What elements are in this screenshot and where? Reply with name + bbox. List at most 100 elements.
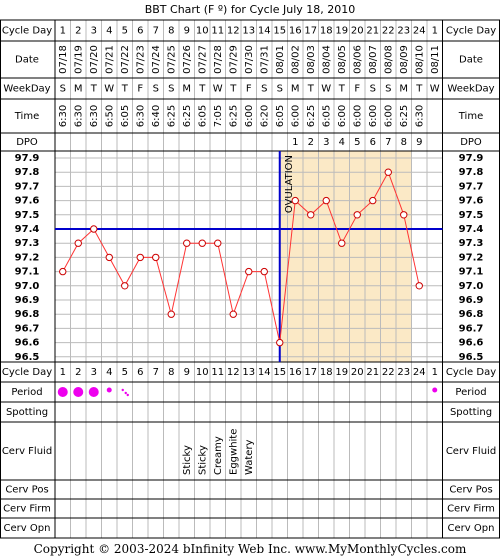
time-cell: 6:25	[228, 105, 239, 127]
cycle-day-cell: 3	[91, 26, 97, 37]
date-label-left: Date	[15, 55, 39, 66]
temp-scale-label-right: 97.1	[459, 267, 484, 278]
temp-scale-label-right: 96.8	[459, 309, 484, 320]
cycle-day-cell-bottom: 20	[351, 367, 364, 378]
cycle-day-cell: 6	[137, 26, 143, 37]
time-cell: 6:00	[368, 105, 379, 127]
date-cell: 07/30	[244, 45, 255, 74]
date-cell: 07/20	[89, 45, 100, 74]
dpo-label-left: DPO	[16, 137, 38, 148]
cycle-day-cell-bottom: 21	[366, 367, 379, 378]
date-cell: 07/29	[228, 45, 239, 74]
weekday-cell: T	[90, 84, 98, 95]
period-medium-dot	[106, 387, 112, 393]
date-cell: 08/08	[383, 45, 394, 74]
cycle-day-cell-bottom: 15	[273, 367, 286, 378]
cycle-day-cell-bottom: 5	[122, 367, 128, 378]
weekday-label-right: WeekDay	[447, 84, 494, 95]
temperature-point	[353, 211, 361, 219]
date-cell: 08/10	[414, 45, 425, 74]
cycle-day-cell: 15	[273, 26, 286, 37]
cycle-day-cell-bottom: 17	[304, 367, 317, 378]
ovulation-label: OVULATION	[284, 155, 295, 213]
weekday-cell: T	[307, 84, 315, 95]
date-cell: 07/31	[259, 45, 270, 74]
weekday-cell: T	[415, 84, 423, 95]
time-cell: 6:00	[337, 105, 348, 127]
cycle-day-cell-bottom: 23	[397, 367, 410, 378]
time-cell: 6:25	[182, 105, 193, 127]
date-cell: 08/04	[321, 45, 332, 74]
time-cell: 6:25	[399, 105, 410, 127]
cycle-day-cell: 22	[382, 26, 395, 37]
weekday-cell: S	[277, 84, 283, 95]
time-cell: 6:00	[290, 105, 301, 127]
cycle-day-cell: 11	[211, 26, 224, 37]
cerv-fluid-cell: Creamy	[213, 436, 224, 475]
temperature-point	[369, 196, 377, 205]
temp-scale-label-right: 96.9	[459, 295, 484, 306]
temp-scale-label-right: 97.5	[459, 210, 484, 221]
cycle-day-cell-bottom: 18	[320, 367, 333, 378]
cycle-day-cell: 9	[184, 26, 190, 37]
time-cell: 6:05	[120, 105, 131, 127]
time-cell: 6:00	[352, 105, 363, 127]
date-cell: 07/27	[197, 45, 208, 74]
weekday-cell: M	[182, 84, 191, 95]
dpo-cell: 8	[401, 137, 407, 148]
cycle-day-cell: 2	[75, 26, 81, 37]
cycle-day-cell: 23	[397, 26, 410, 37]
cerv-fluid-label-right: Cerv Fluid	[446, 446, 496, 457]
date-cell: 08/06	[352, 45, 363, 74]
temperature-point	[291, 196, 299, 205]
temp-scale-label-left: 96.8	[15, 309, 40, 320]
cycle-day-bottom-label-right: Cycle Day	[446, 367, 496, 378]
temperature-point	[415, 282, 423, 290]
time-cell: 6:30	[73, 105, 84, 127]
period-spotting-dot	[121, 388, 124, 392]
time-cell: 6:00	[244, 105, 255, 127]
time-cell: 7:05	[213, 105, 224, 127]
cycle-day-cell-bottom: 10	[196, 367, 209, 378]
time-cell: 6:30	[89, 105, 100, 127]
dpo-cell: 6	[370, 137, 376, 148]
cycle-day-cell: 4	[106, 26, 112, 37]
weekday-cell: S	[60, 84, 66, 95]
cycle-day-cell-bottom: 13	[242, 367, 255, 378]
period-medium-dot	[432, 387, 438, 393]
weekday-cell: M	[399, 84, 408, 95]
weekday-cell: F	[354, 84, 360, 95]
temp-scale-label-left: 96.7	[15, 323, 40, 334]
temperature-point	[183, 239, 191, 247]
temp-scale-label-left: 96.5	[15, 352, 40, 363]
cycle-day-cell-bottom: 22	[382, 367, 395, 378]
weekday-cell: T	[229, 84, 237, 95]
weekday-cell: S	[168, 84, 174, 95]
cycle-day-label-left: Cycle Day	[2, 26, 52, 37]
cycle-day-cell-bottom: 11	[211, 367, 224, 378]
spotting-label-right: Spotting	[450, 407, 492, 418]
weekday-cell: F	[137, 84, 143, 95]
dpo-cell: 9	[416, 137, 422, 148]
weekday-cell: T	[338, 84, 346, 95]
period-heavy-dot	[88, 387, 99, 397]
spotting-label-left: Spotting	[6, 407, 48, 418]
cycle-day-label-right: Cycle Day	[446, 26, 496, 37]
cycle-day-cell-bottom: 19	[335, 367, 348, 378]
cerv-fluid-label-left: Cerv Fluid	[2, 446, 52, 457]
date-cell: 07/26	[182, 45, 193, 74]
weekday-cell: W	[104, 84, 114, 95]
weekday-cell: W	[321, 84, 331, 95]
temperature-point	[307, 211, 315, 219]
cerv-fluid-cell: Eggwhite	[228, 429, 239, 475]
time-cell: 6:05	[197, 105, 208, 127]
cycle-day-cell-bottom: 12	[227, 367, 240, 378]
temp-scale-label-left: 97.1	[15, 267, 40, 278]
date-cell: 08/03	[306, 45, 317, 74]
time-cell: 6:00	[383, 105, 394, 127]
cerv-opn-label-right: Cerv Opn	[448, 523, 495, 534]
period-label-left: Period	[11, 387, 42, 398]
temp-scale-label-left: 97.7	[15, 181, 40, 192]
cycle-day-cell-bottom: 8	[168, 367, 174, 378]
temp-scale-label-right: 97.2	[459, 252, 484, 263]
